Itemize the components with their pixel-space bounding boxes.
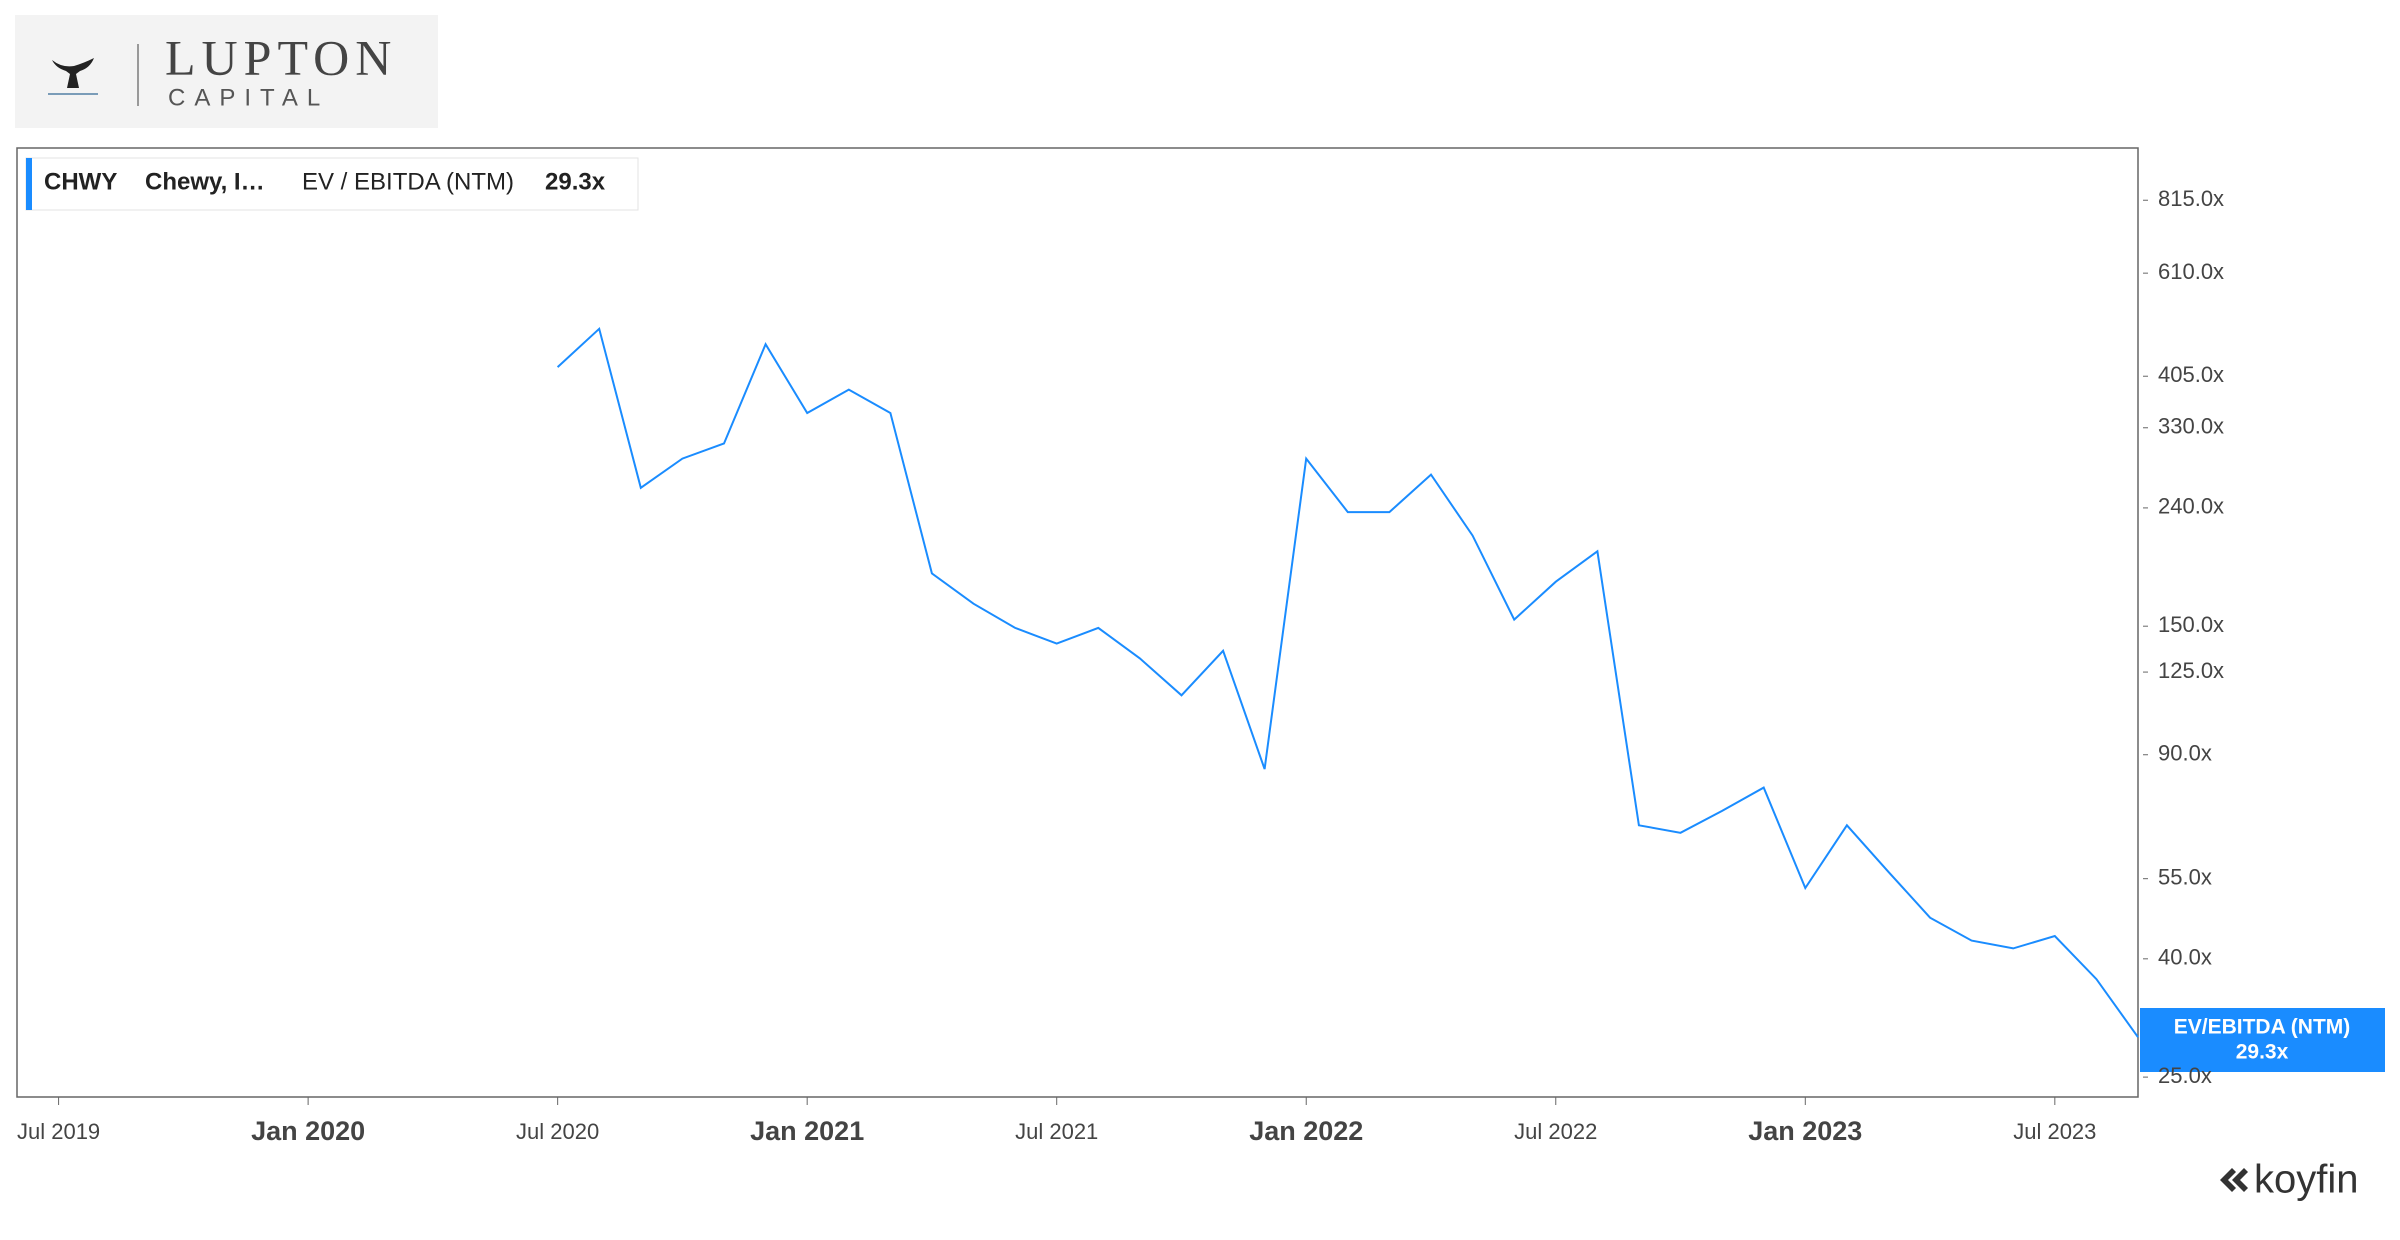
- y-tick-label: 90.0x: [2158, 741, 2212, 766]
- series-line: [556, 326, 2139, 1038]
- x-tick-label: Jul 2021: [1015, 1119, 1098, 1144]
- brand-icon: [2220, 1168, 2248, 1192]
- x-tick-label: Jan 2020: [251, 1116, 365, 1146]
- y-tick-label: 55.0x: [2158, 864, 2212, 889]
- x-tick-label: Jan 2023: [1748, 1116, 1862, 1146]
- y-tick-label: 150.0x: [2158, 612, 2224, 637]
- legend: [25, 157, 639, 211]
- y-tick-label: 330.0x: [2158, 414, 2224, 439]
- legend-company: Chewy, I…: [145, 168, 265, 195]
- y-tick-label: 25.0x: [2158, 1063, 2212, 1088]
- x-tick-label: Jul 2019: [17, 1119, 100, 1144]
- x-tick-label: Jul 2022: [1514, 1119, 1597, 1144]
- logo-icon: [52, 58, 94, 88]
- x-tick-label: Jul 2023: [2013, 1119, 2096, 1144]
- y-tick-label: 40.0x: [2158, 945, 2212, 970]
- legend-ticker: CHWY: [44, 168, 117, 195]
- badge-label: EV/EBITDA (NTM): [2174, 1016, 2351, 1039]
- y-tick-label: 815.0x: [2158, 186, 2224, 211]
- legend-entry: EV / EBITDA (NTM): [302, 168, 514, 195]
- y-tick-label: 125.0x: [2158, 658, 2224, 683]
- y-tick-label: 240.0x: [2158, 494, 2224, 519]
- y-tick-label: 610.0x: [2158, 259, 2224, 284]
- x-tick-label: Jan 2021: [750, 1116, 864, 1146]
- y-tick-label: 405.0x: [2158, 362, 2224, 387]
- logo-name: LUPTON: [165, 29, 397, 85]
- x-tick-label: Jul 2020: [516, 1119, 599, 1144]
- brand: koyfin: [2254, 1158, 2359, 1202]
- last-value-badge: [2140, 1008, 2385, 1072]
- x-tick-label: Jan 2022: [1249, 1116, 1363, 1146]
- badge-value: 29.3x: [2236, 1041, 2289, 1064]
- logo-box: [15, 15, 438, 128]
- logo-sub: CAPITAL: [168, 84, 329, 111]
- legend-swatch: [26, 158, 32, 210]
- plot-frame: [16, 147, 2139, 1098]
- legend-value: 29.3x: [545, 168, 606, 195]
